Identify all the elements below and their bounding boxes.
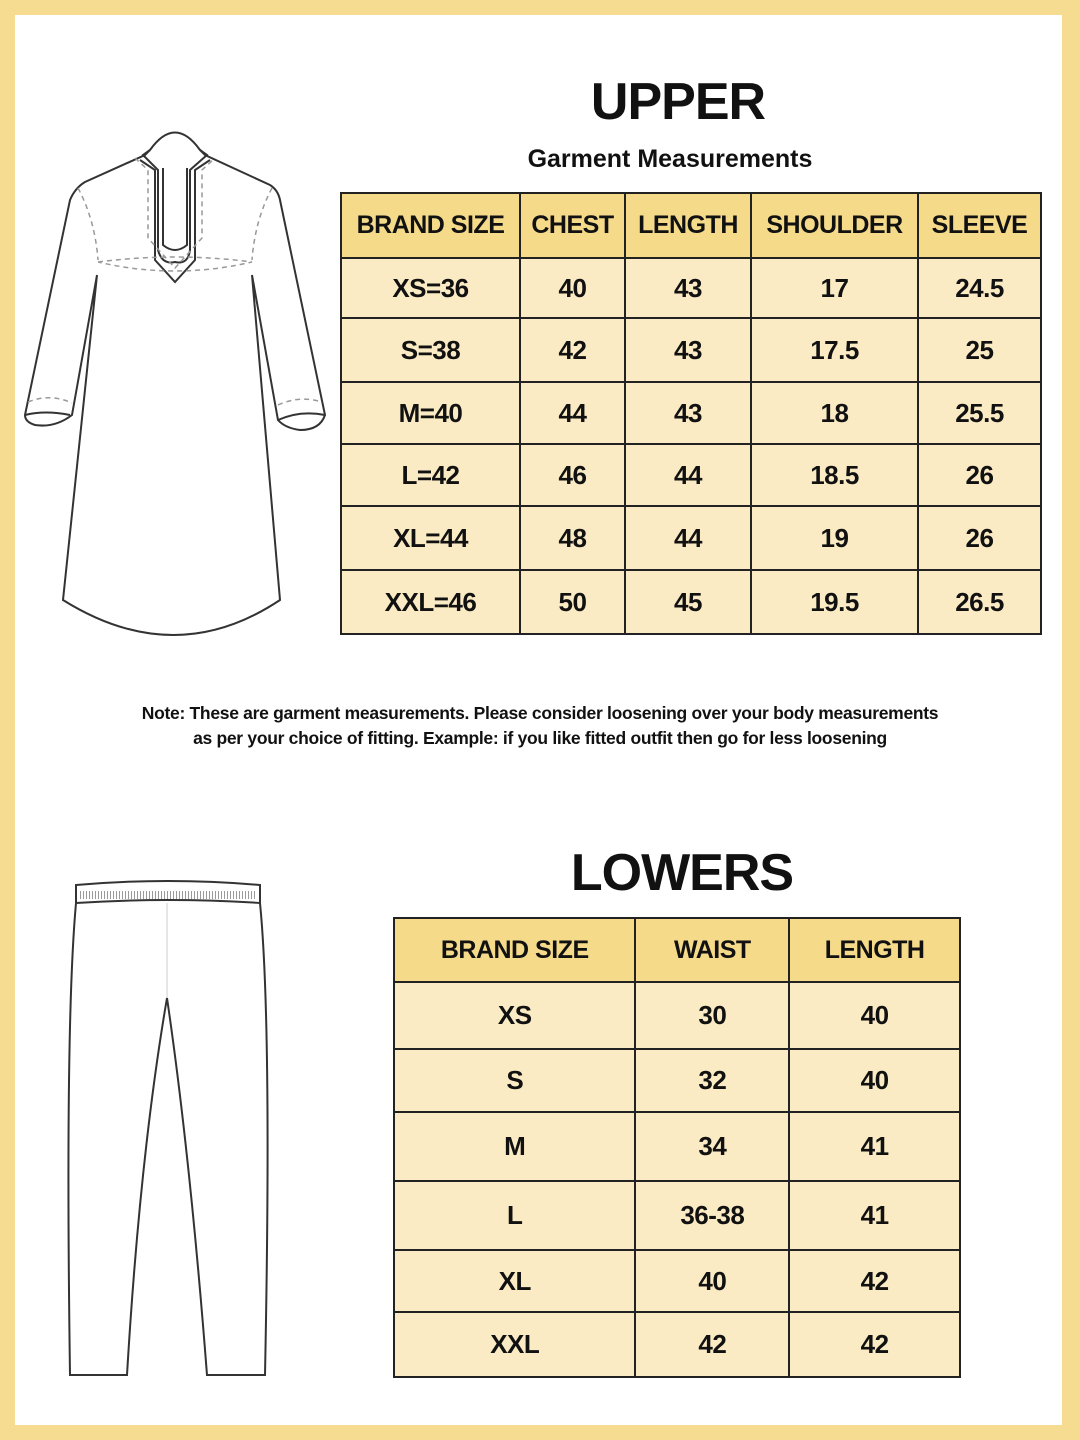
cell: M=40 [340,381,521,445]
header-shoulder: SHOULDER [750,192,919,259]
cell: 40 [519,257,626,319]
header-waist: WAIST [634,917,791,983]
table-row: XL=44 48 44 19 26 [340,505,1042,571]
table-row: S 32 40 [392,1048,961,1113]
cell: 44 [624,443,752,507]
cell: XS=36 [340,257,521,319]
cell: 30 [634,981,791,1050]
header-length: LENGTH [788,917,961,983]
table-row: M 34 41 [392,1111,961,1182]
cell: 42 [788,1249,961,1313]
note-line-1: Note: These are garment measurements. Pl… [141,703,939,723]
cell: S=38 [340,317,521,383]
cell: 25.5 [917,381,1042,445]
cell: 32 [634,1048,791,1113]
cell: 40 [788,1048,961,1113]
cell: XXL [392,1311,637,1378]
cell: 26 [917,505,1042,571]
kurta-illustration [23,131,327,636]
cell: 42 [788,1311,961,1378]
cell: 48 [519,505,626,571]
cell: 36-38 [634,1180,791,1251]
cell: 41 [788,1111,961,1182]
cell: 46 [519,443,626,507]
cell: 44 [624,505,752,571]
cell: XS [392,981,637,1050]
cell: 40 [634,1249,791,1313]
table-row: XXL 42 42 [392,1311,961,1378]
pants-illustration [67,880,269,1376]
cell: 17.5 [750,317,919,383]
upper-size-table: BRAND SIZE CHEST LENGTH SHOULDER SLEEVE … [340,192,1042,635]
table-row: S=38 42 43 17.5 25 [340,317,1042,383]
cell: L [392,1180,637,1251]
cell: 18 [750,381,919,445]
cell: 42 [634,1311,791,1378]
table-row: L 36-38 41 [392,1180,961,1251]
header-sleeve: SLEEVE [917,192,1042,259]
cell: 45 [624,569,752,635]
cell: 17 [750,257,919,319]
upper-title: UPPER [590,73,766,131]
cell: 50 [519,569,626,635]
upper-subtitle: Garment Measurements [527,145,813,173]
cell: 19.5 [750,569,919,635]
cell: 26 [917,443,1042,507]
cell: 40 [788,981,961,1050]
cell: 34 [634,1111,791,1182]
cell: L=42 [340,443,521,507]
cell: 43 [624,317,752,383]
cell: S [392,1048,637,1113]
header-brand-size: BRAND SIZE [340,192,521,259]
table-row: L=42 46 44 18.5 26 [340,443,1042,507]
cell: 43 [624,257,752,319]
table-row: XL 40 42 [392,1249,961,1313]
measurement-note: Note: These are garment measurements. Pl… [20,701,1060,751]
cell: 25 [917,317,1042,383]
table-row: M=40 44 43 18 25.5 [340,381,1042,445]
table-row: XS=36 40 43 17 24.5 [340,257,1042,319]
table-row: XS 30 40 [392,981,961,1050]
upper-header-row: BRAND SIZE CHEST LENGTH SHOULDER SLEEVE [340,192,1042,259]
cell: 26.5 [917,569,1042,635]
cell: XL [392,1249,637,1313]
lowers-title: LOWERS [570,844,794,902]
header-length: LENGTH [624,192,752,259]
cell: XXL=46 [340,569,521,635]
header-chest: CHEST [519,192,626,259]
table-row: XXL=46 50 45 19.5 26.5 [340,569,1042,635]
cell: 41 [788,1180,961,1251]
header-brand-size: BRAND SIZE [392,917,637,983]
cell: 18.5 [750,443,919,507]
lowers-header-row: BRAND SIZE WAIST LENGTH [392,917,961,983]
cell: 24.5 [917,257,1042,319]
lowers-size-table: BRAND SIZE WAIST LENGTH XS 30 40 S 32 40 M 34… [392,917,961,1378]
note-line-2: as per your choice of fitting. Example: … [193,728,887,748]
cell: 43 [624,381,752,445]
cell: 42 [519,317,626,383]
cell: XL=44 [340,505,521,571]
cell: 44 [519,381,626,445]
cell: 19 [750,505,919,571]
cell: M [392,1111,637,1182]
